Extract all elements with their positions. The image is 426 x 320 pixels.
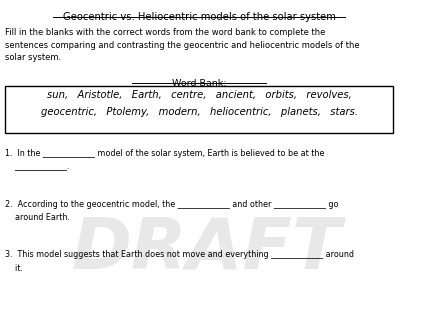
FancyBboxPatch shape — [6, 86, 393, 133]
Text: DRAFT: DRAFT — [72, 214, 342, 283]
Text: Word Bank:: Word Bank: — [172, 79, 226, 88]
Text: geocentric,   Ptolemy,   modern,   heliocentric,   planets,   stars.: geocentric, Ptolemy, modern, heliocentri… — [40, 107, 357, 117]
Text: Geocentric vs. Heliocentric models of the solar system: Geocentric vs. Heliocentric models of th… — [63, 12, 336, 22]
Text: 1.  In the _____________ model of the solar system, Earth is believed to be at t: 1. In the _____________ model of the sol… — [6, 149, 325, 171]
Text: sun,   Aristotle,   Earth,   centre,   ancient,   orbits,   revolves,: sun, Aristotle, Earth, centre, ancient, … — [47, 90, 351, 100]
Text: 3.  This model suggests that Earth does not move and everything _____________ ar: 3. This model suggests that Earth does n… — [6, 251, 354, 273]
Text: Fill in the blanks with the correct words from the word bank to complete the
sen: Fill in the blanks with the correct word… — [6, 28, 360, 62]
Text: 2.  According to the geocentric model, the _____________ and other _____________: 2. According to the geocentric model, th… — [6, 200, 339, 222]
